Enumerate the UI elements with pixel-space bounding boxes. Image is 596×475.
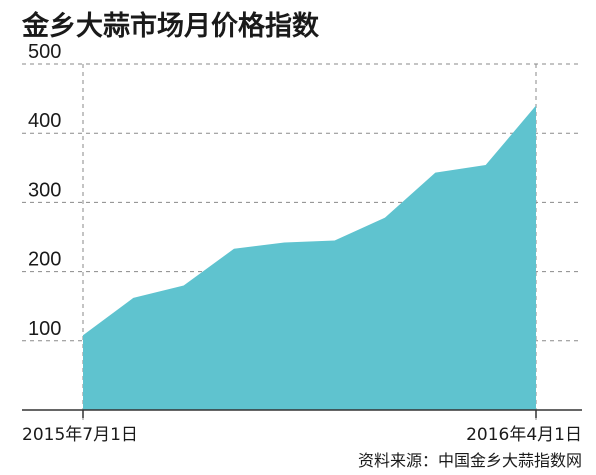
y-tick-label-200: 200 bbox=[28, 249, 61, 271]
y-axis-ticks: 100 200 300 400 500 bbox=[28, 41, 61, 340]
source-note: 资料来源：中国金乡大蒜指数网 bbox=[357, 451, 582, 470]
x-tick-label-end: 2016年4月1日 bbox=[466, 425, 582, 445]
y-tick-label-300: 300 bbox=[28, 179, 61, 201]
area-series bbox=[83, 105, 536, 411]
chart-title: 金乡大蒜市场月价格指数 bbox=[22, 11, 319, 42]
y-tick-label-400: 400 bbox=[28, 110, 61, 132]
x-tick-label-start: 2015年7月1日 bbox=[22, 425, 138, 445]
y-tick-label-100: 100 bbox=[28, 318, 61, 340]
y-tick-label-500: 500 bbox=[28, 41, 61, 63]
